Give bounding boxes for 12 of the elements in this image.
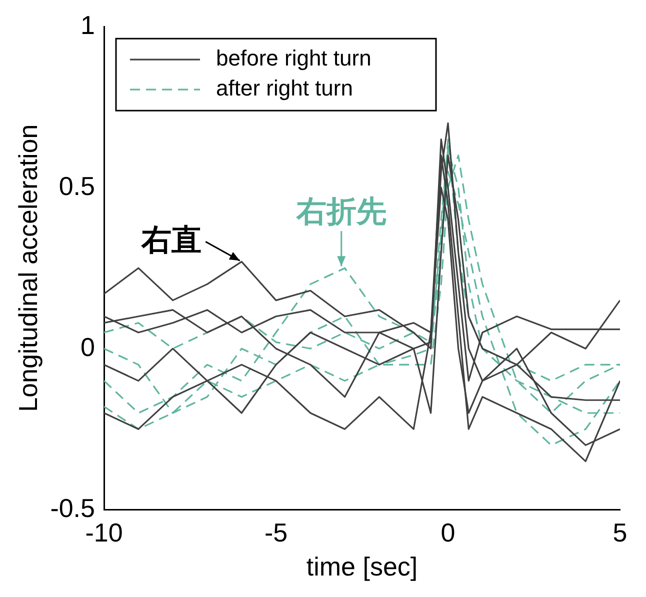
legend-label: before right turn <box>216 46 372 71</box>
annotation: 右直 <box>140 224 202 257</box>
x-tick-label: 5 <box>612 517 628 548</box>
y-axis-title: Longitudinal acceleration <box>12 124 43 412</box>
y-tick-label: 0 <box>80 332 95 362</box>
x-axis-title: time [sec] <box>306 552 418 582</box>
x-tick-label: -5 <box>264 517 288 548</box>
y-tick-label: 0.5 <box>58 170 95 201</box>
annotation: 右折先 <box>295 195 386 228</box>
legend-label: after right turn <box>216 76 353 101</box>
x-tick-label: 0 <box>440 517 456 548</box>
y-tick-label: 1 <box>80 10 95 40</box>
